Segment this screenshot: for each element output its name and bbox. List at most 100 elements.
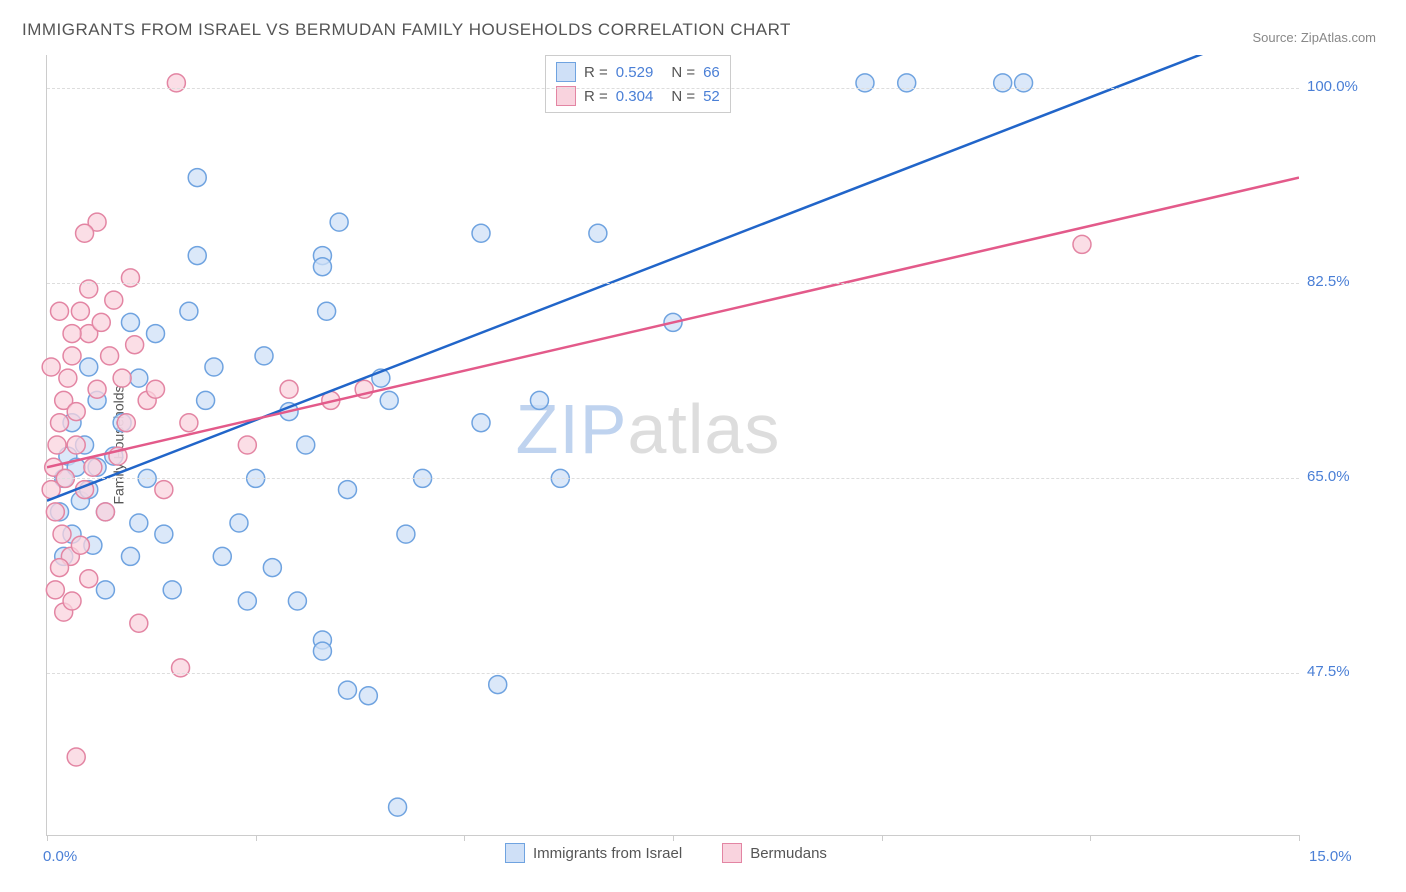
scatter-point xyxy=(330,213,348,231)
scatter-point xyxy=(188,247,206,265)
scatter-point xyxy=(130,614,148,632)
scatter-point xyxy=(130,514,148,532)
scatter-point xyxy=(163,581,181,599)
stats-n-val-0: 66 xyxy=(703,64,720,81)
scatter-point xyxy=(313,642,331,660)
stats-r-label-1: R = xyxy=(584,88,608,105)
legend-item-1: Bermudans xyxy=(722,843,827,863)
xtick xyxy=(882,835,883,841)
scatter-point xyxy=(59,369,77,387)
gridline xyxy=(47,88,1299,89)
scatter-point xyxy=(472,414,490,432)
scatter-point xyxy=(71,536,89,554)
scatter-point xyxy=(230,514,248,532)
scatter-point xyxy=(188,169,206,187)
scatter-point xyxy=(53,525,71,543)
scatter-point xyxy=(84,458,102,476)
scatter-point xyxy=(263,559,281,577)
scatter-point xyxy=(92,313,110,331)
xtick xyxy=(256,835,257,841)
source-label: Source: ZipAtlas.com xyxy=(1252,30,1376,45)
stats-r-val-1: 0.304 xyxy=(616,88,654,105)
scatter-point xyxy=(197,391,215,409)
stats-r-val-0: 0.529 xyxy=(616,64,654,81)
scatter-point xyxy=(489,676,507,694)
legend-item-0: Immigrants from Israel xyxy=(505,843,682,863)
scatter-point xyxy=(313,258,331,276)
scatter-point xyxy=(288,592,306,610)
scatter-point xyxy=(180,414,198,432)
scatter-point xyxy=(1073,235,1091,253)
scatter-point xyxy=(155,481,173,499)
stats-r-label-0: R = xyxy=(584,64,608,81)
scatter-point xyxy=(255,347,273,365)
scatter-point xyxy=(472,224,490,242)
xtick xyxy=(47,835,48,841)
scatter-point xyxy=(297,436,315,454)
stats-n-label-0: N = xyxy=(671,64,695,81)
xtick-label-right: 15.0% xyxy=(1309,848,1399,865)
chart-area: Family Households ZIPatlas R = 0.529 N =… xyxy=(46,55,1299,836)
scatter-point xyxy=(318,302,336,320)
xtick-label-left: 0.0% xyxy=(43,848,77,865)
legend-label-0: Immigrants from Israel xyxy=(533,845,682,862)
scatter-point xyxy=(67,403,85,421)
scatter-point xyxy=(42,358,60,376)
xtick xyxy=(673,835,674,841)
scatter-point xyxy=(51,302,69,320)
ytick-label: 82.5% xyxy=(1307,273,1397,290)
scatter-point xyxy=(121,313,139,331)
scatter-point xyxy=(338,681,356,699)
scatter-point xyxy=(205,358,223,376)
scatter-point xyxy=(105,291,123,309)
bottom-legend: Immigrants from Israel Bermudans xyxy=(505,843,827,863)
scatter-point xyxy=(76,224,94,242)
gridline xyxy=(47,283,1299,284)
scatter-point xyxy=(63,347,81,365)
scatter-point xyxy=(48,436,66,454)
scatter-point xyxy=(46,503,64,521)
scatter-point xyxy=(589,224,607,242)
scatter-point xyxy=(380,391,398,409)
scatter-point xyxy=(280,380,298,398)
scatter-point xyxy=(147,325,165,343)
plot-svg xyxy=(47,55,1299,835)
scatter-point xyxy=(71,302,89,320)
scatter-point xyxy=(63,325,81,343)
legend-swatch-1 xyxy=(722,843,742,863)
ytick-label: 100.0% xyxy=(1307,78,1397,95)
xtick xyxy=(464,835,465,841)
scatter-point xyxy=(101,347,119,365)
stats-n-val-1: 52 xyxy=(703,88,720,105)
xtick xyxy=(1299,835,1300,841)
scatter-point xyxy=(147,380,165,398)
scatter-point xyxy=(113,369,131,387)
scatter-point xyxy=(238,436,256,454)
scatter-point xyxy=(63,592,81,610)
scatter-point xyxy=(80,570,98,588)
stats-row-0: R = 0.529 N = 66 xyxy=(556,60,720,84)
scatter-point xyxy=(51,559,69,577)
scatter-point xyxy=(96,581,114,599)
legend-label-1: Bermudans xyxy=(750,845,827,862)
scatter-point xyxy=(80,358,98,376)
scatter-point xyxy=(126,336,144,354)
gridline xyxy=(47,478,1299,479)
scatter-point xyxy=(46,581,64,599)
scatter-point xyxy=(238,592,256,610)
gridline xyxy=(47,673,1299,674)
scatter-point xyxy=(130,369,148,387)
stats-swatch-0 xyxy=(556,62,576,82)
scatter-point xyxy=(67,436,85,454)
scatter-point xyxy=(117,414,135,432)
scatter-point xyxy=(338,481,356,499)
chart-title: IMMIGRANTS FROM ISRAEL VS BERMUDAN FAMIL… xyxy=(22,20,791,40)
trend-line xyxy=(47,178,1299,468)
scatter-point xyxy=(213,547,231,565)
ytick-label: 65.0% xyxy=(1307,468,1397,485)
ytick-label: 47.5% xyxy=(1307,663,1397,680)
scatter-point xyxy=(389,798,407,816)
scatter-point xyxy=(155,525,173,543)
xtick xyxy=(1090,835,1091,841)
scatter-point xyxy=(359,687,377,705)
